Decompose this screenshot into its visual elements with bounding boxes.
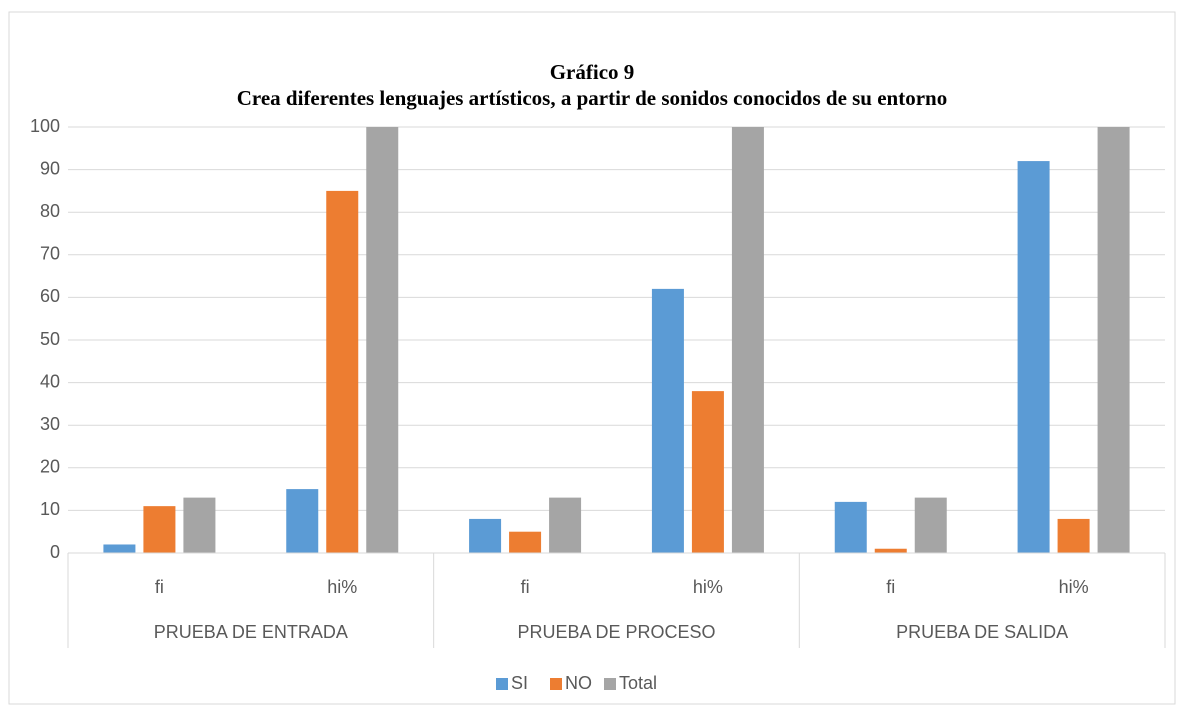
legend-label: Total [619,673,657,693]
y-tick-label: 60 [40,286,60,306]
group-label: PRUEBA DE ENTRADA [154,622,348,642]
bar [286,489,319,553]
bar [326,190,359,553]
bar [143,506,176,553]
bar [651,288,684,553]
y-tick-label: 50 [40,329,60,349]
group-label: PRUEBA DE SALIDA [896,622,1068,642]
bar [469,518,502,553]
group-label: PRUEBA DE PROCESO [517,622,715,642]
chart-subtitle: Crea diferentes lenguajes artísticos, a … [237,86,947,110]
chart-border [8,11,1176,705]
x-tick-label: hi% [1059,577,1089,597]
y-tick-label: 80 [40,201,60,221]
x-tick-label: fi [886,577,895,597]
bar [731,127,764,553]
bar [914,497,947,553]
bar [183,497,216,553]
legend-swatch [604,678,616,690]
bar [1057,518,1090,553]
legend-label: NO [565,673,592,693]
bar [691,391,724,553]
x-tick-label: hi% [327,577,357,597]
x-tick-label: fi [155,577,164,597]
y-tick-label: 30 [40,414,60,434]
y-tick-label: 20 [40,457,60,477]
bar [1097,127,1130,553]
y-tick-label: 90 [40,158,60,178]
x-tick-label: fi [521,577,530,597]
legend-swatch [550,678,562,690]
y-tick-label: 100 [30,116,60,136]
bar [1017,161,1050,553]
bar [509,531,542,553]
y-tick-label: 0 [50,542,60,562]
bar [103,544,136,553]
y-tick-label: 70 [40,244,60,264]
bar [366,127,399,553]
bar [549,497,582,553]
y-tick-label: 40 [40,371,60,391]
chart-title: Gráfico 9 [550,60,635,84]
y-tick-label: 10 [40,499,60,519]
legend-label: SI [511,673,528,693]
bar [874,548,907,553]
bar [834,501,867,553]
legend-swatch [496,678,508,690]
x-tick-label: hi% [693,577,723,597]
